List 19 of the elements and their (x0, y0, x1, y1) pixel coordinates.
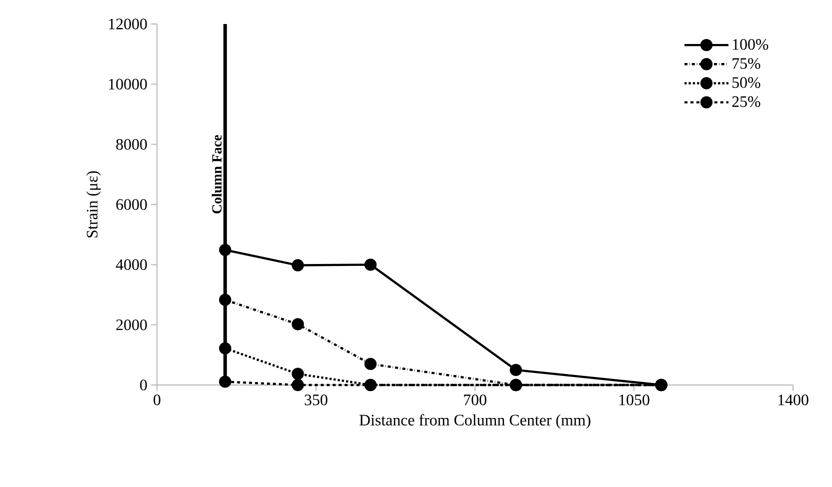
x-tick-label: 0 (154, 394, 160, 406)
y-tick-label: 4000 (116, 259, 147, 270)
x-tick-label: 350 (304, 394, 328, 406)
legend-label: 25% (732, 96, 760, 108)
y-axis-title: Strain (με) (86, 171, 101, 238)
legend-label: 75% (732, 58, 760, 69)
y-tick-label: 8000 (116, 138, 147, 150)
x-tick-label: 1400 (778, 394, 808, 406)
ref-line-label: Column Face (212, 135, 222, 214)
y-tick-label: 10000 (109, 78, 147, 90)
legend-label: 50% (732, 77, 760, 88)
legend-label: 100% (732, 39, 768, 50)
y-tick-label: 6000 (116, 199, 147, 210)
x-tick-label: 700 (464, 394, 486, 406)
x-axis-title: Distance from Column Center (mm) (359, 414, 590, 429)
y-tick-label: 0 (140, 380, 147, 390)
y-tick-label: 12000 (109, 18, 147, 30)
y-tick-label: 2000 (116, 319, 147, 330)
x-tick-label: 1050 (619, 394, 650, 406)
